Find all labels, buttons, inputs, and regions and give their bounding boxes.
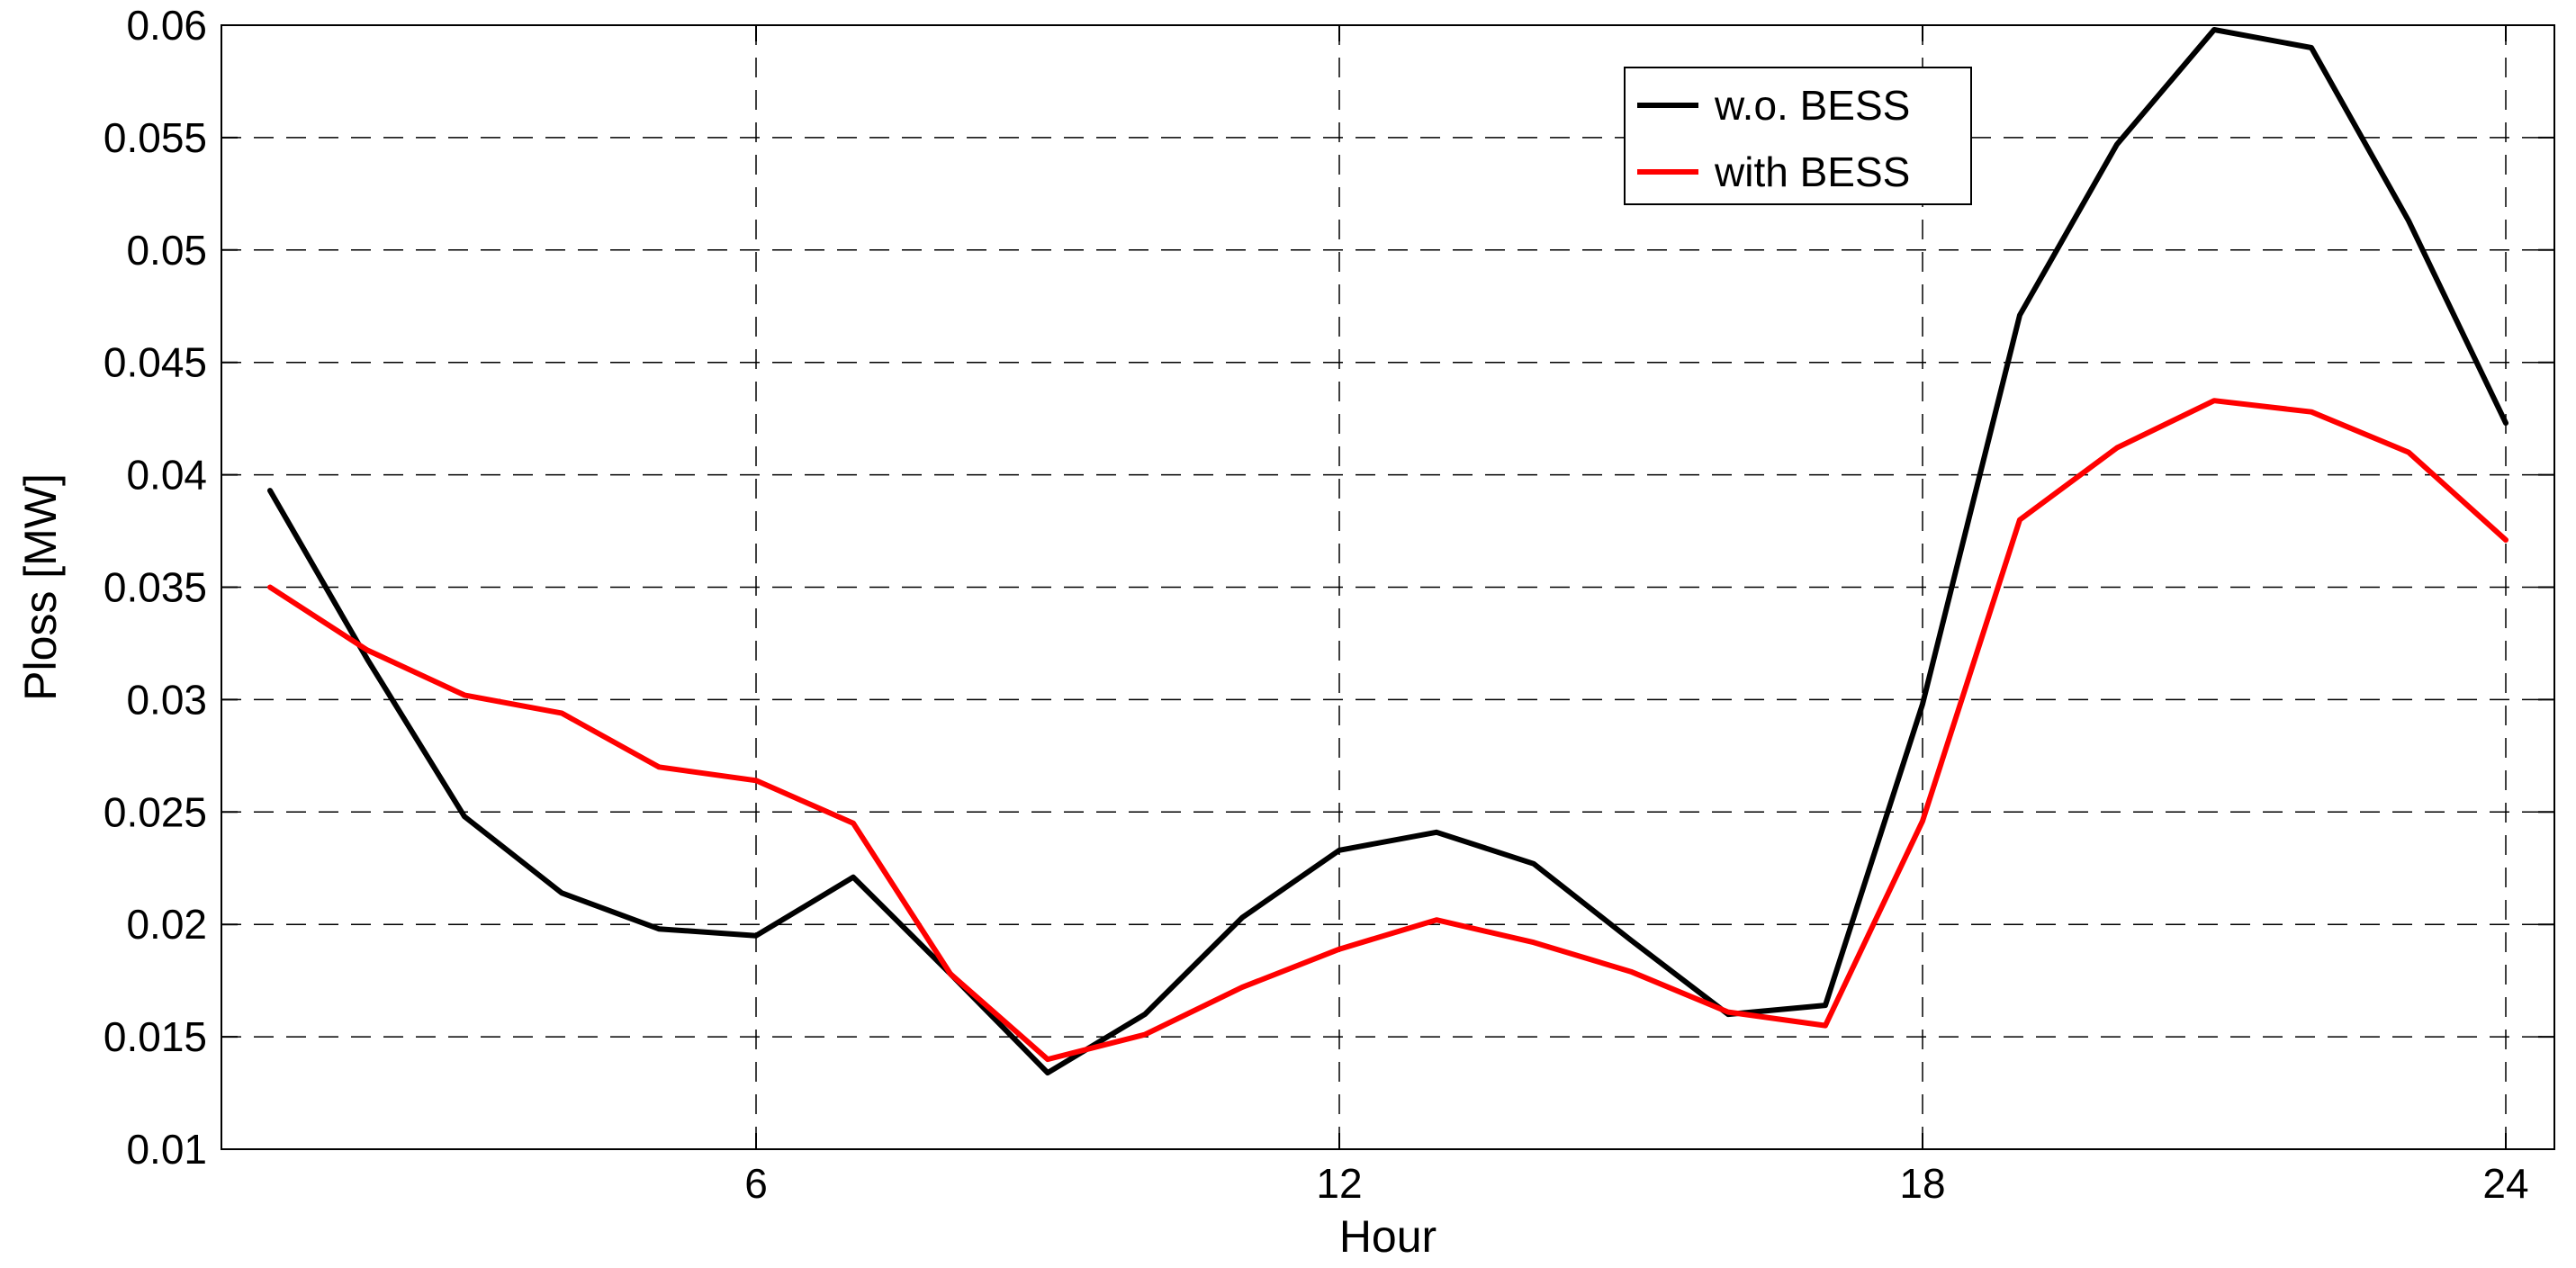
y-tick-label: 0.015 (104, 1013, 207, 1060)
series-lines (267, 27, 2508, 1076)
series-line-with-bess (267, 398, 2508, 1063)
y-tick-label: 0.01 (126, 1126, 207, 1173)
y-tick-label: 0.045 (104, 339, 207, 386)
y-tick-label: 0.035 (104, 564, 207, 611)
x-axis-label: Hour (1339, 1211, 1437, 1262)
x-tick-label: 6 (744, 1160, 768, 1207)
legend-box (1624, 67, 1972, 205)
y-tick-label: 0.025 (104, 788, 207, 835)
grid (221, 25, 2554, 1149)
y-tick-label: 0.03 (126, 676, 207, 723)
x-tick-label: 12 (1316, 1160, 1362, 1207)
axis-ticks (221, 24, 2554, 1150)
series-line-wo-bess (267, 27, 2508, 1076)
y-tick-label: 0.02 (126, 901, 207, 948)
y-tick-label: 0.06 (126, 2, 207, 49)
y-tick-label: 0.05 (126, 227, 207, 274)
legend-label-wo-bess: w.o. BESS (1714, 82, 1910, 129)
y-tick-label: 0.055 (104, 114, 207, 161)
y-axis-label: Ploss [MW] (15, 473, 66, 701)
x-tick-label: 18 (1899, 1160, 1945, 1207)
legend-label-with-bess: with BESS (1714, 148, 1910, 195)
x-tick-label: 24 (2482, 1160, 2528, 1207)
y-tick-label: 0.04 (126, 452, 207, 499)
legend: w.o. BESS with BESS (1624, 67, 1972, 205)
tick-labels: 6 12 18 24 0.01 0.015 0.02 0.025 0.03 0.035 0.04 0.… (104, 2, 2529, 1207)
